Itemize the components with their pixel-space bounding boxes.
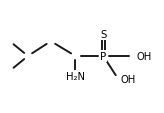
Text: P: P xyxy=(100,52,106,61)
Text: H₂N: H₂N xyxy=(66,71,85,81)
Text: S: S xyxy=(100,30,106,40)
Text: OH: OH xyxy=(137,52,152,61)
Text: OH: OH xyxy=(121,75,136,85)
